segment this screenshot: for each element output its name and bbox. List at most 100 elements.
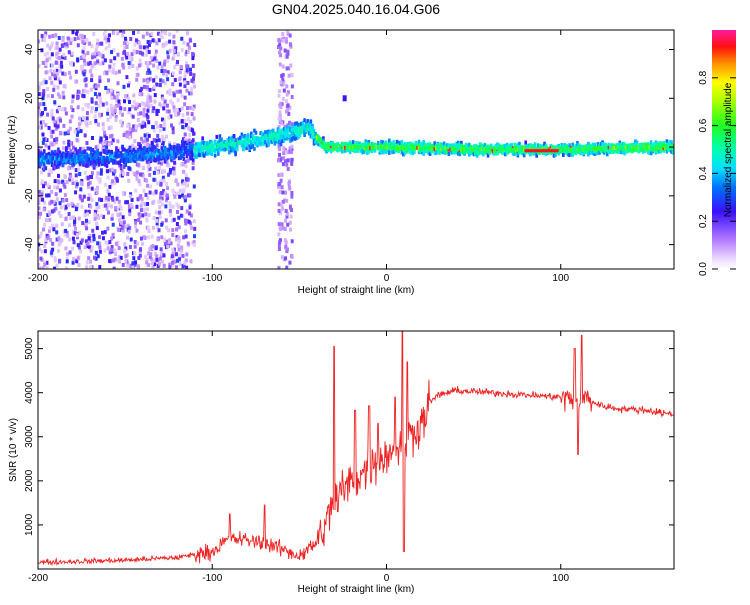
- spectrogram-cell: [43, 162, 46, 166]
- spectrogram-cell: [62, 163, 65, 167]
- spectrogram-cell: [282, 146, 285, 150]
- figure-title: GN04.2025.040.16.04.G06: [272, 1, 440, 17]
- spectrogram-cell: [145, 53, 148, 57]
- spectrogram-cell: [46, 113, 49, 117]
- spectrogram-cell: [278, 182, 281, 186]
- spectrogram-cell: [168, 32, 171, 36]
- spectrogram-cell: [181, 125, 184, 129]
- spectrogram-cell: [156, 125, 159, 129]
- spectrogram-cell: [155, 219, 158, 223]
- spectrogram-cell: [86, 51, 89, 55]
- spectrogram-cell: [136, 73, 139, 77]
- spectrogram-cell: [58, 69, 61, 73]
- spectrogram-cell: [66, 180, 69, 184]
- spectrogram-cell: [291, 158, 294, 162]
- spectrogram-cell: [140, 137, 143, 141]
- spectrogram-cell: [129, 194, 132, 198]
- spectrogram-cell: [89, 260, 92, 264]
- spectrogram-cell: [41, 34, 44, 38]
- spectrogram-cell: [177, 112, 180, 116]
- spectrogram-cell: [139, 45, 142, 49]
- spectrogram-cell: [189, 39, 192, 43]
- spectrogram-cell: [91, 97, 94, 101]
- spectrogram-cell: [158, 102, 161, 106]
- spectrogram-cell: [160, 247, 163, 251]
- spectrogram-cell: [53, 185, 56, 189]
- spectrogram-cell: [281, 222, 284, 226]
- spectrogram-cell: [172, 205, 175, 209]
- spectrogram-cell: [50, 190, 53, 194]
- spectrogram-cell: [165, 135, 168, 139]
- spectrogram-cell: [192, 64, 195, 68]
- spectrogram-cell: [165, 73, 168, 77]
- spectrogram-cell: [154, 93, 157, 97]
- spectrogram-cell: [45, 166, 48, 170]
- spectrogram-cell: [45, 218, 48, 222]
- spectrogram-cell: [310, 119, 313, 123]
- spectrogram-cell: [128, 230, 131, 234]
- spectrogram-cell: [278, 50, 281, 54]
- spectrogram-cell: [285, 240, 288, 244]
- spectrogram-ytick-label: -40: [24, 237, 35, 252]
- spectrogram-cell: [286, 93, 289, 97]
- spectrogram-cell: [153, 100, 156, 104]
- spectrogram-cell: [234, 138, 237, 142]
- spectrogram-cell: [343, 95, 347, 101]
- spectrogram-cell: [48, 168, 51, 172]
- spectrogram-cell: [112, 258, 115, 262]
- spectrogram-cell: [113, 56, 116, 60]
- spectrogram-cell: [95, 107, 98, 111]
- spectrogram-cell: [128, 212, 131, 216]
- spectrogram-cell: [90, 110, 93, 114]
- spectrogram-cell: [173, 195, 176, 199]
- spectrogram-cell: [166, 77, 169, 81]
- spectrogram-cell: [282, 97, 285, 101]
- spectrogram-cell: [46, 266, 49, 270]
- spectrogram-cell: [185, 89, 188, 93]
- spectrogram-cell: [187, 50, 190, 54]
- spectrogram-cell: [142, 189, 145, 193]
- spectrogram-xtick-label: 0: [384, 273, 390, 284]
- spectrogram-cell: [167, 173, 170, 177]
- spectrogram-cell: [95, 145, 98, 149]
- spectrogram-cell: [83, 46, 86, 50]
- spectrogram-cell: [45, 80, 48, 84]
- spectrogram-cell: [113, 248, 116, 252]
- spectrogram-cell: [94, 119, 97, 123]
- spectrogram-cell: [131, 64, 134, 68]
- spectrogram-cell: [138, 64, 141, 68]
- spectrogram-cell: [190, 226, 193, 230]
- spectrogram-cell: [184, 195, 187, 199]
- spectrogram-cell: [153, 56, 156, 60]
- spectrogram-cell: [176, 29, 179, 33]
- spectrogram-cell: [88, 42, 91, 46]
- spectrogram-cell: [108, 126, 111, 130]
- spectrogram-cell: [49, 226, 52, 230]
- spectrogram-cell: [58, 259, 61, 263]
- spectrogram-cell: [129, 37, 132, 41]
- spectrogram-cell: [108, 185, 111, 189]
- spectrogram-cell: [122, 263, 125, 267]
- spectrogram-cell: [183, 80, 186, 84]
- spectrogram-cell: [102, 127, 105, 131]
- spectrogram-cell: [171, 233, 174, 237]
- spectrogram-cell: [281, 255, 284, 259]
- spectrogram-cell: [144, 193, 147, 197]
- spectrogram-cell: [41, 250, 44, 254]
- spectrogram-cell: [155, 210, 158, 214]
- spectrogram-cell: [186, 31, 189, 35]
- spectrogram-cell: [121, 226, 124, 230]
- spectrogram-cell: [130, 203, 133, 207]
- spectrogram-cell: [183, 182, 186, 186]
- spectrogram-cell: [51, 242, 54, 246]
- spectrogram-cell: [171, 228, 174, 232]
- spectrogram-cell: [214, 154, 217, 158]
- spectrogram-cell: [84, 245, 87, 249]
- spectrogram-cell: [85, 219, 88, 223]
- spectrogram-cell: [65, 198, 68, 202]
- spectrogram-cell: [64, 131, 67, 135]
- spectrogram-cell: [159, 129, 162, 133]
- spectrogram-cell: [177, 243, 180, 247]
- spectrogram-cell: [97, 123, 100, 127]
- spectrogram-cell: [159, 199, 162, 203]
